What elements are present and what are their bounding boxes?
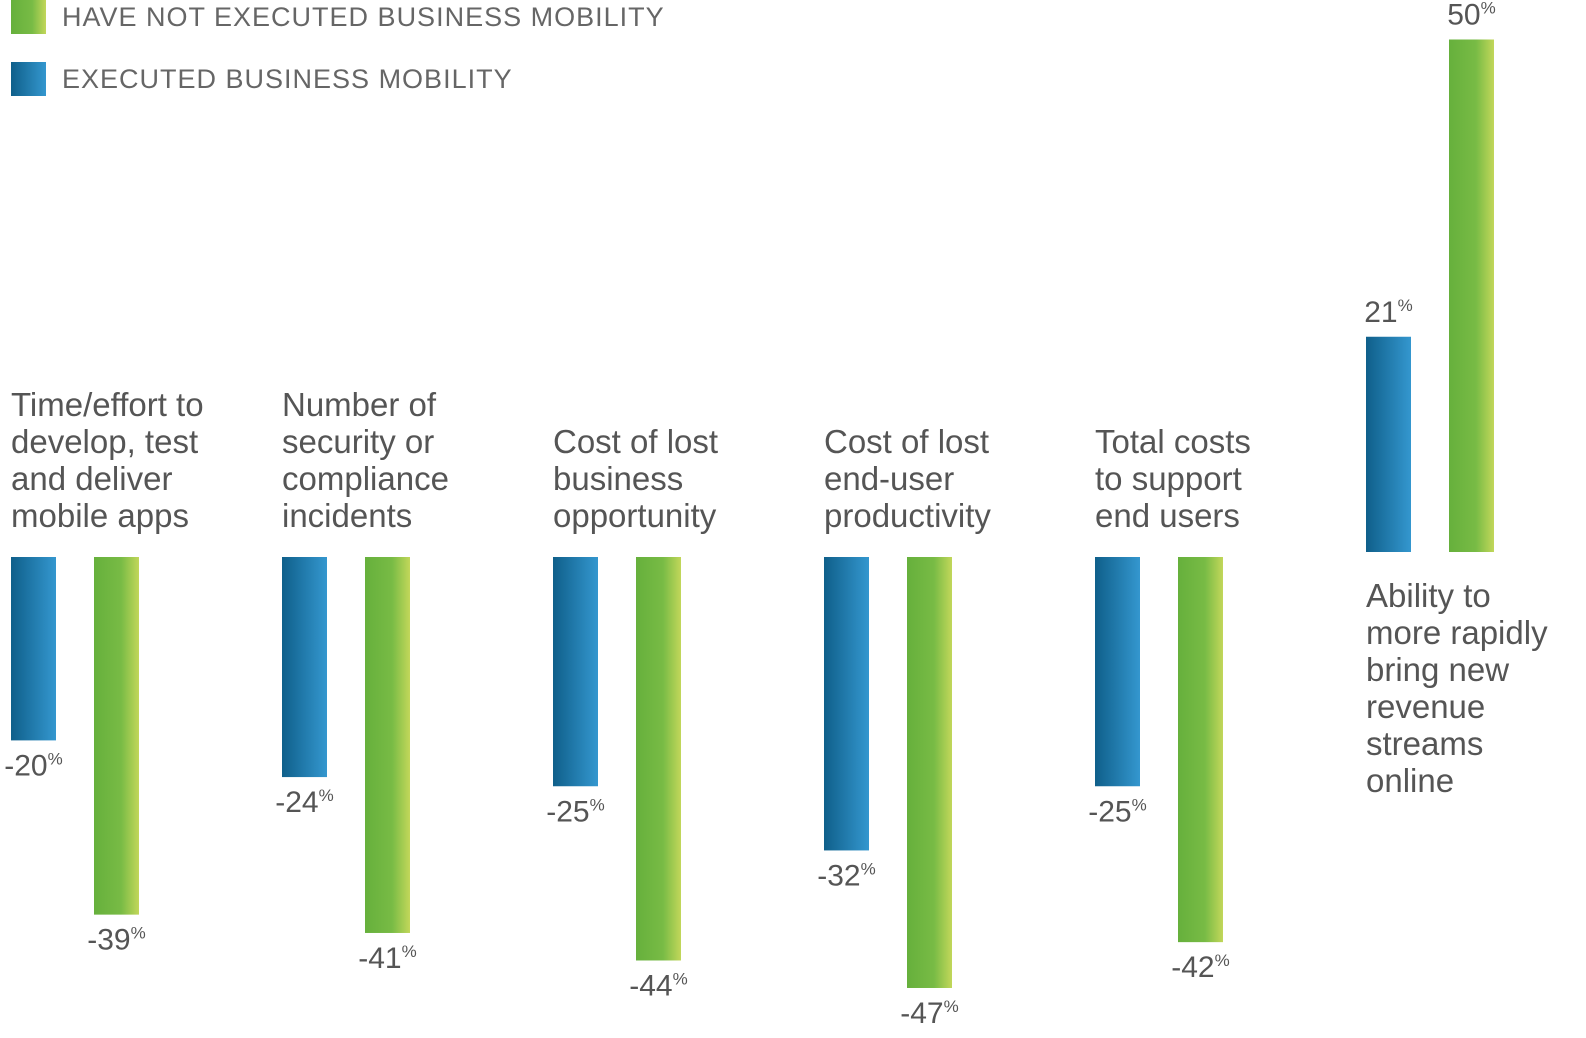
legend-swatch-executed [11, 62, 46, 96]
bar-executed [553, 557, 598, 787]
bar-executed [1095, 557, 1140, 787]
bar-not-executed [1178, 557, 1223, 943]
bar-executed [11, 557, 56, 741]
category-label: Total costs to support end users [1095, 423, 1251, 534]
legend-label-not-executed: HAVE NOT EXECUTED BUSINESS MOBILITY [62, 2, 665, 32]
value-label-not-executed: -47% [900, 997, 958, 1030]
category-label: Number of security or compliance incidents [282, 386, 449, 534]
bar-not-executed [1449, 39, 1494, 552]
value-label-not-executed: 50% [1447, 0, 1496, 32]
category-label: Ability to more rapidly bring new revenue st… [1366, 577, 1548, 799]
value-label-executed: -24% [275, 786, 333, 819]
value-label-executed: -32% [817, 859, 875, 892]
bar-not-executed [94, 557, 139, 915]
bars-group [11, 39, 1494, 988]
bar-not-executed [365, 557, 410, 933]
value-label-executed: 21% [1364, 296, 1413, 329]
value-label-not-executed: -41% [358, 942, 416, 975]
value-label-not-executed: -44% [629, 969, 687, 1002]
value-label-not-executed: -39% [87, 924, 145, 957]
value-label-executed: -25% [546, 795, 604, 828]
labels-group: -20% -39% Time/effort to develop, test and d… [4, 0, 1548, 1030]
bar-not-executed [636, 557, 681, 961]
legend-label-executed: EXECUTED BUSINESS MOBILITY [62, 64, 513, 94]
category-label: Cost of lost end-user productivity [824, 423, 991, 534]
value-label-executed: -25% [1088, 795, 1146, 828]
value-label-not-executed: -42% [1171, 951, 1229, 984]
bar-executed [1366, 336, 1411, 552]
category-label: Time/effort to develop, test and deliver mo… [11, 386, 204, 534]
bar-executed [824, 557, 869, 851]
value-label-executed: -20% [4, 749, 62, 782]
category-label: Cost of lost business opportunity [553, 423, 718, 534]
legend: HAVE NOT EXECUTED BUSINESS MOBILITY EXEC… [11, 0, 665, 96]
legend-swatch-not-executed [11, 0, 46, 34]
bar-not-executed [907, 557, 952, 988]
bar-executed [282, 557, 327, 778]
